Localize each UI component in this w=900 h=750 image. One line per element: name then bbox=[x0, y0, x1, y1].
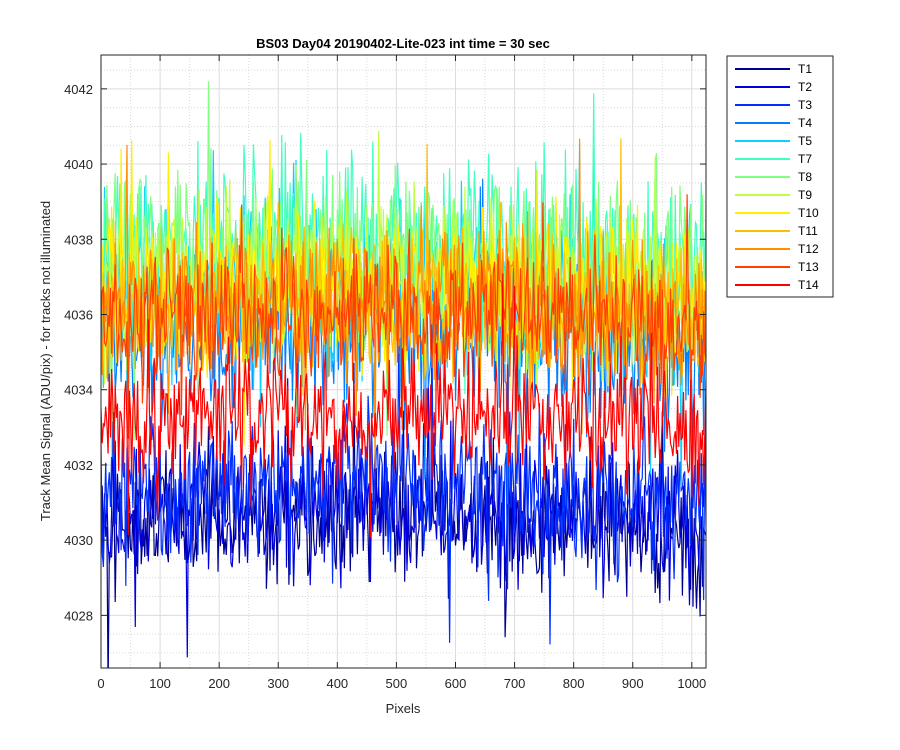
series-line-t14 bbox=[101, 273, 706, 538]
series-line-t3 bbox=[101, 321, 706, 645]
legend-label-t8: T8 bbox=[798, 170, 812, 184]
x-tick-label: 500 bbox=[386, 676, 408, 691]
legend-label-t9: T9 bbox=[798, 188, 812, 202]
y-tick-label: 4042 bbox=[64, 82, 93, 97]
x-tick-label: 1000 bbox=[677, 676, 706, 691]
y-tick-label: 4028 bbox=[64, 608, 93, 623]
y-tick-label: 4036 bbox=[64, 307, 93, 322]
axis-ticks: 0 100 200 300 400 500 600 700 800 900 1000 4028 4030… bbox=[64, 55, 706, 691]
series-line-t13 bbox=[101, 194, 706, 439]
legend-label-t14: T14 bbox=[798, 278, 819, 292]
legend: T1 T2 T3 T4 T5 T7 T8 T9 T10 T11 T12 T13 T14 bbox=[726, 55, 834, 298]
plot-area: 0 100 200 300 400 500 600 700 800 900 1000 4028 4030… bbox=[64, 54, 707, 691]
x-tick-label: 600 bbox=[445, 676, 467, 691]
x-tick-label: 200 bbox=[208, 676, 230, 691]
legend-label-t3: T3 bbox=[798, 98, 812, 112]
y-tick-label: 4038 bbox=[64, 232, 93, 247]
series-group bbox=[101, 81, 706, 668]
x-axis-label: Pixels bbox=[386, 701, 421, 716]
legend-label-t5: T5 bbox=[798, 134, 812, 148]
chart-title: BS03 Day04 20190402-Lite-023 int time = … bbox=[256, 36, 550, 51]
x-tick-label: 100 bbox=[149, 676, 171, 691]
x-tick-label: 0 bbox=[97, 676, 104, 691]
legend-label-t4: T4 bbox=[798, 116, 812, 130]
legend-label-t7: T7 bbox=[798, 152, 812, 166]
legend-label-t11: T11 bbox=[798, 224, 818, 238]
x-tick-label: 800 bbox=[563, 676, 585, 691]
legend-label-t10: T10 bbox=[798, 206, 819, 220]
legend-label-t1: T1 bbox=[798, 62, 812, 76]
legend-label-t2: T2 bbox=[798, 80, 812, 94]
legend-label-t13: T13 bbox=[798, 260, 819, 274]
y-tick-label: 4034 bbox=[64, 383, 93, 398]
y-tick-label: 4032 bbox=[64, 458, 93, 473]
axes-box bbox=[100, 54, 707, 669]
x-tick-label: 900 bbox=[622, 676, 644, 691]
legend-label-t12: T12 bbox=[798, 242, 819, 256]
x-tick-label: 400 bbox=[326, 676, 348, 691]
y-tick-label: 4030 bbox=[64, 533, 93, 548]
x-tick-label: 700 bbox=[504, 676, 526, 691]
y-tick-label: 4040 bbox=[64, 157, 93, 172]
x-tick-label: 300 bbox=[267, 676, 289, 691]
y-axis-label: Track Mean Signal (ADU/pix) - for tracks… bbox=[38, 201, 53, 521]
